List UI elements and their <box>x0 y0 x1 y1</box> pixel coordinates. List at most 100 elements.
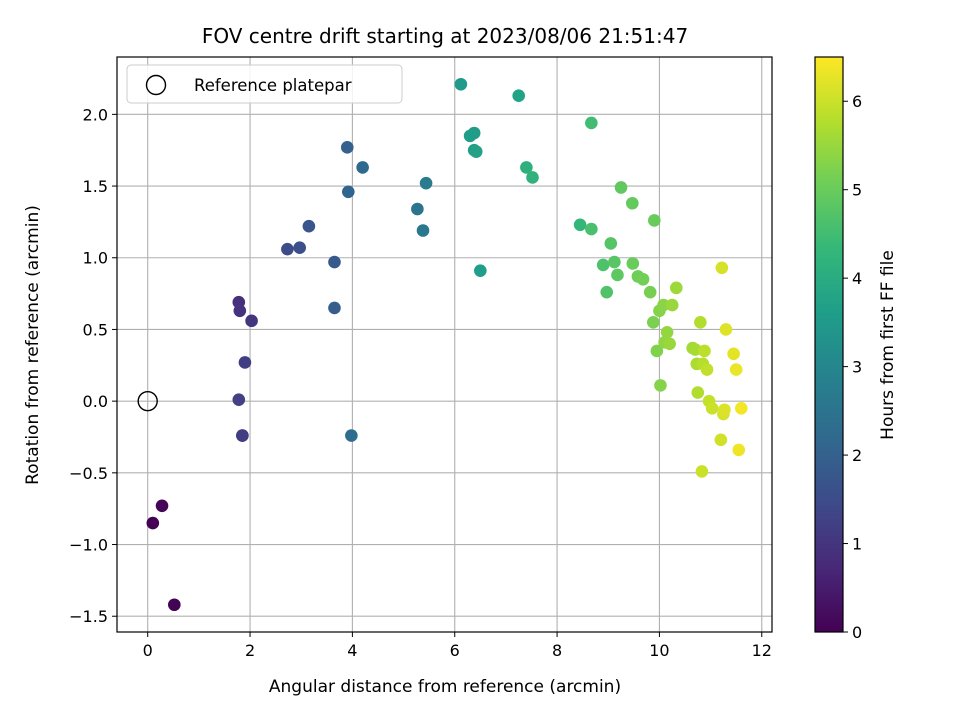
data-point-0-27 <box>474 264 487 277</box>
data-point-0-55 <box>670 281 683 295</box>
data-point-0-38 <box>611 268 624 282</box>
data-point-0-45 <box>646 315 660 329</box>
x-tick-label-4: 8 <box>552 641 562 660</box>
colorbar-tick-label-5: 5 <box>852 181 862 200</box>
legend: Reference platepar <box>126 64 403 104</box>
data-point-0-17 <box>356 161 369 174</box>
data-point-0-71 <box>727 347 740 361</box>
data-point-0-54 <box>663 337 676 351</box>
legend-box <box>126 64 403 104</box>
data-point-0-29 <box>520 161 533 174</box>
y-tick-label-4: 0.5 <box>83 320 108 339</box>
data-point-0-65 <box>705 402 719 415</box>
x-tick-label-5: 10 <box>649 641 669 660</box>
y-axis-label: Rotation from reference (arcmin) <box>23 205 43 485</box>
data-point-0-16 <box>341 185 355 199</box>
colorbar-label: Hours from first FF file <box>878 250 898 440</box>
colorbar-tick-label-3: 3 <box>852 358 862 377</box>
data-point-0-72 <box>729 363 743 376</box>
data-point-0-73 <box>732 443 746 457</box>
x-ticks: 0 2 4 6 8 10 12 <box>143 632 772 660</box>
data-point-0-10 <box>281 242 294 256</box>
data-point-0-7 <box>238 356 252 369</box>
x-tick-label-2: 4 <box>347 641 357 660</box>
legend-marker-reference <box>145 74 167 96</box>
data-point-0-36 <box>604 237 618 250</box>
data-point-0-31 <box>573 218 587 232</box>
colorbar-tick-label-2: 2 <box>852 446 862 465</box>
y-tick-label-6: 1.5 <box>83 177 108 196</box>
data-point-0-18 <box>345 429 358 442</box>
data-point-0-62 <box>698 344 711 358</box>
colorbar-tick-label-1: 1 <box>852 535 862 554</box>
x-tick-label-3: 6 <box>450 641 460 660</box>
chart-title: FOV centre drift starting at 2023/08/06 … <box>202 24 688 48</box>
data-point-0-49 <box>654 379 667 392</box>
data-point-0-32 <box>585 116 598 130</box>
data-point-0-21 <box>419 176 433 190</box>
data-point-0-9 <box>236 429 249 442</box>
reference-point-marker <box>137 390 158 412</box>
colorbar-gradient <box>814 56 844 633</box>
x-tick-label-6: 12 <box>752 641 772 660</box>
data-point-0-35 <box>600 285 614 299</box>
data-point-0-75 <box>695 465 709 478</box>
data-point-0-24 <box>467 126 481 140</box>
data-point-0-44 <box>643 285 657 299</box>
data-point-0-40 <box>626 196 639 210</box>
grid <box>117 57 772 632</box>
data-point-0-47 <box>650 344 664 358</box>
data-point-0-22 <box>454 77 468 91</box>
y-tick-label-1: −1.0 <box>69 536 108 555</box>
x-tick-label-1: 2 <box>245 641 255 660</box>
data-point-0-69 <box>718 403 731 417</box>
y-tick-label-0: −1.5 <box>69 607 108 626</box>
data-point-0-59 <box>691 386 705 399</box>
data-point-0-60 <box>694 315 707 329</box>
data-point-0-14 <box>328 301 341 315</box>
data-point-0-67 <box>715 261 729 275</box>
data-point-0-2 <box>168 598 181 612</box>
reference-marker <box>137 390 158 412</box>
data-point-0-52 <box>660 326 674 339</box>
data-point-0-11 <box>293 241 306 255</box>
colorbar-ticks: 0 1 2 3 4 5 6 <box>843 92 862 642</box>
y-tick-label-5: 1.0 <box>83 249 108 268</box>
plot-frame <box>116 56 773 633</box>
data-point-0-46 <box>648 214 661 227</box>
data-point-0-8 <box>232 393 246 407</box>
data-point-0-12 <box>302 219 316 233</box>
legend-label-reference: Reference platepar <box>194 76 352 95</box>
colorbar-tick-label-0: 0 <box>852 623 862 642</box>
data-point-0-28 <box>512 89 525 103</box>
data-point-0-30 <box>526 171 539 184</box>
data-point-0-53 <box>665 298 679 312</box>
data-point-0-0 <box>146 516 160 530</box>
data-point-0-13 <box>328 255 341 269</box>
y-ticks: −1.5 −1.0 −0.5 0.0 0.5 1.0 1.5 2.0 <box>69 105 117 626</box>
data-point-0-19 <box>411 202 424 216</box>
x-tick-label-0: 0 <box>143 641 153 660</box>
data-point-0-66 <box>714 433 728 447</box>
data-points <box>146 77 748 612</box>
colorbar-tick-label-6: 6 <box>852 92 862 111</box>
data-point-0-74 <box>734 402 748 415</box>
data-point-0-41 <box>626 257 640 270</box>
data-point-0-20 <box>416 224 430 237</box>
x-axis-label: Angular distance from reference (arcmin) <box>269 677 621 697</box>
colorbar: 0 1 2 3 4 5 6 Hours from first FF file <box>814 56 898 642</box>
data-point-0-50 <box>657 298 670 312</box>
data-point-0-6 <box>245 314 258 328</box>
y-tick-label-3: 0.0 <box>83 392 108 411</box>
data-point-0-15 <box>340 141 354 154</box>
data-point-0-43 <box>636 272 650 286</box>
data-point-0-26 <box>469 145 483 158</box>
data-point-0-70 <box>719 323 733 336</box>
colorbar-tick-label-4: 4 <box>852 269 862 288</box>
data-point-0-1 <box>155 499 169 513</box>
data-point-0-39 <box>614 181 628 194</box>
data-point-0-33 <box>585 222 598 236</box>
y-tick-label-7: 2.0 <box>83 105 108 124</box>
